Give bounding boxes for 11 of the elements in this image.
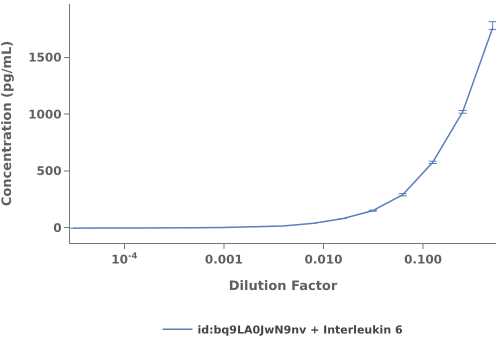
y-tick-label: 500 bbox=[36, 164, 62, 178]
y-axis-title: Concentration (pg/mL) bbox=[0, 40, 15, 206]
y-tick-label: 0 bbox=[53, 220, 62, 235]
y-tick-label: 1500 bbox=[28, 50, 62, 65]
x-tick-label: 0.001 bbox=[204, 252, 243, 266]
x-axis-title: Dilution Factor bbox=[228, 279, 338, 294]
legend-label: id:bq9LA0JwN9nv + Interleukin 6 bbox=[198, 323, 403, 336]
y-tick-label: 1000 bbox=[28, 107, 62, 122]
x-tick-label: 10$^{-4}$ bbox=[111, 250, 138, 266]
x-tick-label: 0.100 bbox=[404, 252, 442, 266]
x-tick-label: 0.010 bbox=[304, 252, 342, 266]
